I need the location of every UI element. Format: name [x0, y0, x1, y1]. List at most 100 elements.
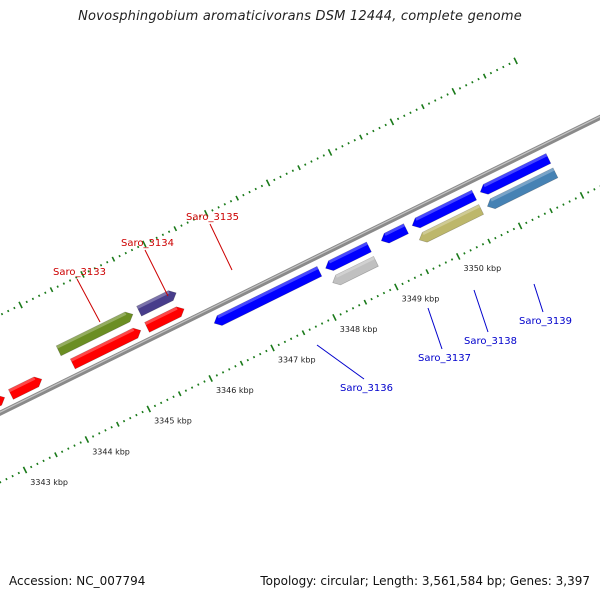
tick-inner [394, 283, 399, 291]
tick-inner [432, 267, 435, 270]
label-layer: 3343 kbp 3344 kbp 3345 kbp 3346 kbp 3347 kbp… [30, 212, 572, 487]
tick-inner [277, 343, 280, 347]
tick-outer [80, 270, 85, 278]
tick-outer [304, 163, 307, 166]
tick-outer [44, 291, 47, 294]
gene-arrow [136, 290, 177, 317]
tick-outer [149, 239, 152, 243]
tick-label: 3347 kbp [278, 356, 316, 365]
tick-outer [31, 297, 35, 301]
tick-inner [84, 435, 90, 443]
tick-inner [166, 398, 169, 402]
tick-inner [401, 282, 404, 286]
tick-inner [308, 328, 311, 331]
tick-inner [494, 236, 497, 240]
gene-arrow-shine [70, 328, 135, 362]
tick-outer [415, 108, 418, 111]
tick-inner [11, 474, 14, 478]
genome-backbone-highlight [0, 115, 600, 413]
tick-outer [235, 195, 239, 201]
tick-inner [48, 456, 51, 460]
tick-outer [446, 93, 449, 96]
map-title: Novosphingobium aromaticivorans DSM 1244… [78, 9, 522, 24]
tick-inner [239, 360, 244, 366]
tick-outer [75, 276, 78, 279]
tick-inner [259, 352, 262, 356]
tick-outer [37, 294, 41, 298]
gene-arrow [411, 189, 478, 229]
tick-label: 3345 kbp [154, 417, 192, 426]
tick-inner [60, 450, 64, 453]
gene-leader-line [209, 223, 233, 271]
tick-inner [525, 221, 528, 225]
tick-inner [413, 276, 417, 280]
tick-inner [487, 238, 491, 244]
tick-inner [79, 441, 82, 444]
tick-outer [173, 226, 178, 232]
tick-inner [203, 380, 206, 383]
tick-outer [434, 99, 437, 102]
tick-inner [0, 480, 2, 484]
tick-outer [384, 123, 387, 127]
tick-outer [508, 62, 511, 66]
tick-outer [365, 132, 369, 136]
gene-label: Saro_3133 [53, 267, 106, 278]
gene-arrow [380, 223, 409, 244]
gene-arrow-shine [422, 204, 481, 235]
tick-inner [568, 200, 571, 203]
tick-inner [283, 340, 287, 344]
gene-arrow [7, 376, 43, 400]
tick-inner [234, 365, 237, 368]
tick-outer [465, 84, 468, 87]
gene-leader-line [427, 307, 443, 350]
gene-arrow-shine [483, 153, 548, 188]
tick-outer [440, 96, 443, 99]
tick-inner [146, 405, 152, 413]
tick-outer [279, 175, 282, 179]
tick-outer [396, 117, 400, 121]
tick-inner [549, 208, 553, 214]
tick-outer [211, 209, 214, 212]
tick-inner [301, 330, 306, 336]
tick-inner [469, 249, 472, 252]
tick-inner [289, 337, 293, 341]
tick-inner [91, 435, 95, 438]
tick-outer [310, 160, 313, 163]
tick-outer [451, 87, 457, 95]
tick-inner [141, 410, 144, 414]
tick-inner [339, 313, 342, 316]
tick-inner [579, 191, 585, 199]
tick-label: 3344 kbp [92, 447, 130, 456]
tick-outer [99, 264, 103, 267]
tick-outer [502, 65, 505, 69]
tick-inner [17, 471, 20, 475]
tick-inner [455, 252, 461, 260]
tick-outer [18, 301, 23, 309]
tick-outer [25, 300, 28, 304]
tick-outer [167, 230, 171, 233]
tick-outer [421, 104, 425, 110]
tick-inner [296, 334, 299, 338]
tick-outer [136, 245, 140, 249]
gene-layer [0, 153, 559, 407]
gene-arrow-shine [384, 223, 405, 236]
gene-arrow-shine [490, 167, 555, 202]
gene-label: Saro_3139 [519, 316, 572, 327]
tick-outer [87, 270, 90, 273]
tick-outer [427, 102, 431, 105]
tick-inner [22, 466, 28, 474]
tick-outer [130, 248, 134, 252]
tick-inner [562, 203, 565, 206]
tick-inner [450, 258, 454, 261]
tick-inner [556, 206, 559, 209]
tick-inner [444, 261, 448, 264]
tick-inner [314, 325, 318, 328]
tick-inner [388, 288, 392, 292]
tick-outer [49, 287, 54, 293]
gene-arrow [69, 327, 142, 370]
tick-inner [153, 404, 157, 408]
tick-outer [7, 309, 10, 313]
tick-label: 3346 kbp [216, 386, 254, 395]
tick-inner [104, 429, 107, 432]
tick-inner [593, 188, 596, 191]
